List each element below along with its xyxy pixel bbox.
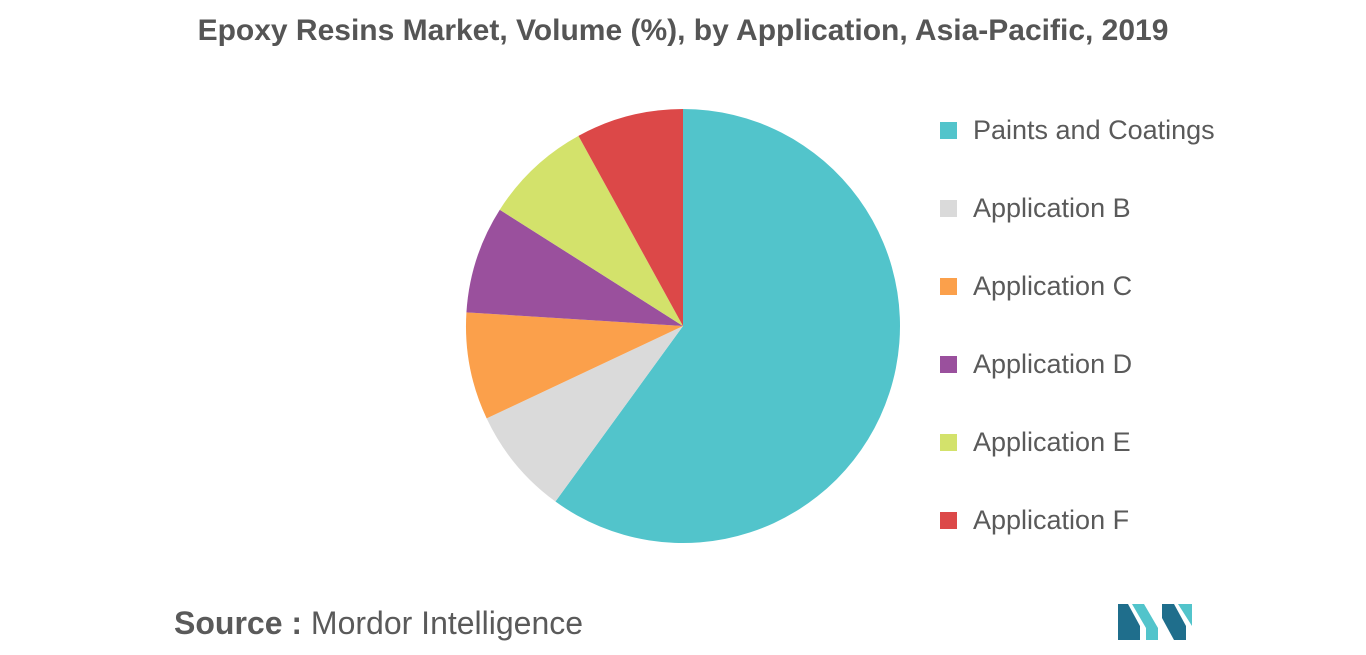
- legend-swatch: [940, 121, 957, 139]
- legend-item-application-e: Application E: [940, 422, 1131, 462]
- legend-label: Application F: [973, 504, 1130, 535]
- logo-shape-2: [1132, 604, 1158, 640]
- legend-swatch: [940, 355, 957, 373]
- pie-slice-application-f: [578, 109, 683, 326]
- legend-item-paints-and-coatings: Paints and Coatings: [940, 110, 1215, 150]
- logo-shape-1: [1118, 604, 1140, 640]
- legend-label: Application D: [973, 348, 1133, 379]
- pie-slice-application-c: [465, 312, 683, 419]
- legend-item-application-c: Application C: [940, 266, 1132, 306]
- source-text: Mordor Intelligence: [310, 605, 584, 641]
- pie-slice-application-e: [499, 135, 683, 326]
- mordor-intelligence-logo-icon: [1118, 604, 1192, 640]
- legend-item-application-d: Application D: [940, 344, 1132, 384]
- legend-label: Paints and Coatings: [973, 114, 1215, 145]
- source-label: Source :: [174, 605, 303, 641]
- pie-slice-application-d: [466, 209, 683, 326]
- legend-label: Application B: [973, 192, 1131, 223]
- pie-slice-application-b: [486, 326, 683, 502]
- pie-slice-paints-and-coatings: [555, 109, 900, 543]
- legend-item-application-b: Application B: [940, 188, 1131, 228]
- legend-item-application-f: Application F: [940, 500, 1129, 540]
- legend-swatch: [940, 433, 957, 451]
- legend-swatch: [940, 511, 957, 529]
- legend-swatch: [940, 199, 957, 217]
- logo-shape-4: [1178, 604, 1192, 626]
- logo-shape-3: [1162, 604, 1186, 640]
- legend-label: Application C: [973, 270, 1133, 301]
- legend-label: Application E: [973, 426, 1131, 457]
- legend-swatch: [940, 277, 957, 295]
- source-line: Source : Mordor Intelligence: [174, 605, 583, 642]
- chart-title: Epoxy Resins Market, Volume (%), by Appl…: [197, 14, 1169, 47]
